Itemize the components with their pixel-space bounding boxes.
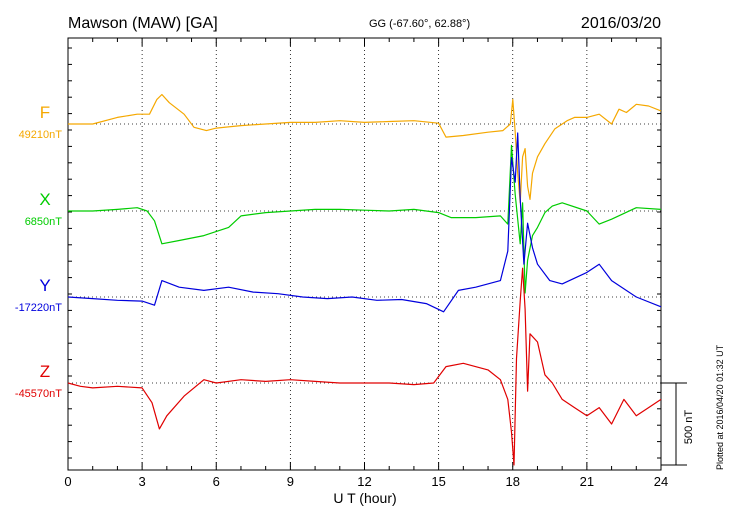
series-label-f: F	[40, 103, 50, 122]
series-line-f	[68, 93, 662, 204]
plot-date: 2016/03/20	[581, 15, 661, 32]
x-tick-label: 9	[287, 474, 294, 489]
series-line-y	[67, 132, 662, 313]
x-tick-label: 21	[580, 474, 594, 489]
series-line-z	[67, 267, 662, 466]
series-label-x: X	[39, 190, 50, 209]
series-baseline-z: -45570nT	[15, 388, 62, 400]
series-label-y: Y	[39, 276, 50, 295]
series-label-z: Z	[40, 362, 50, 381]
x-tick-label: 6	[213, 474, 220, 489]
series-baseline-f: 49210nT	[19, 129, 63, 141]
x-tick-label: 3	[139, 474, 146, 489]
x-tick-label: 18	[506, 474, 520, 489]
scale-bar-label: 500 nT	[683, 410, 695, 445]
series-baseline-x: 6850nT	[25, 216, 63, 228]
x-tick-label: 12	[357, 474, 371, 489]
station-title: Mawson (MAW) [GA]	[68, 15, 218, 32]
series-line-x	[68, 144, 662, 294]
x-tick-label: 24	[654, 474, 668, 489]
plotted-timestamp: Plotted at 2016/04/20 01:32 UT	[715, 344, 725, 470]
series-baseline-y: -17220nT	[15, 302, 62, 314]
axis-x-label: U T (hour)	[333, 490, 396, 506]
x-tick-label: 15	[431, 474, 445, 489]
station-coordinates: GG (-67.60°, 62.88°)	[369, 18, 470, 30]
x-tick-label: 0	[64, 474, 71, 489]
